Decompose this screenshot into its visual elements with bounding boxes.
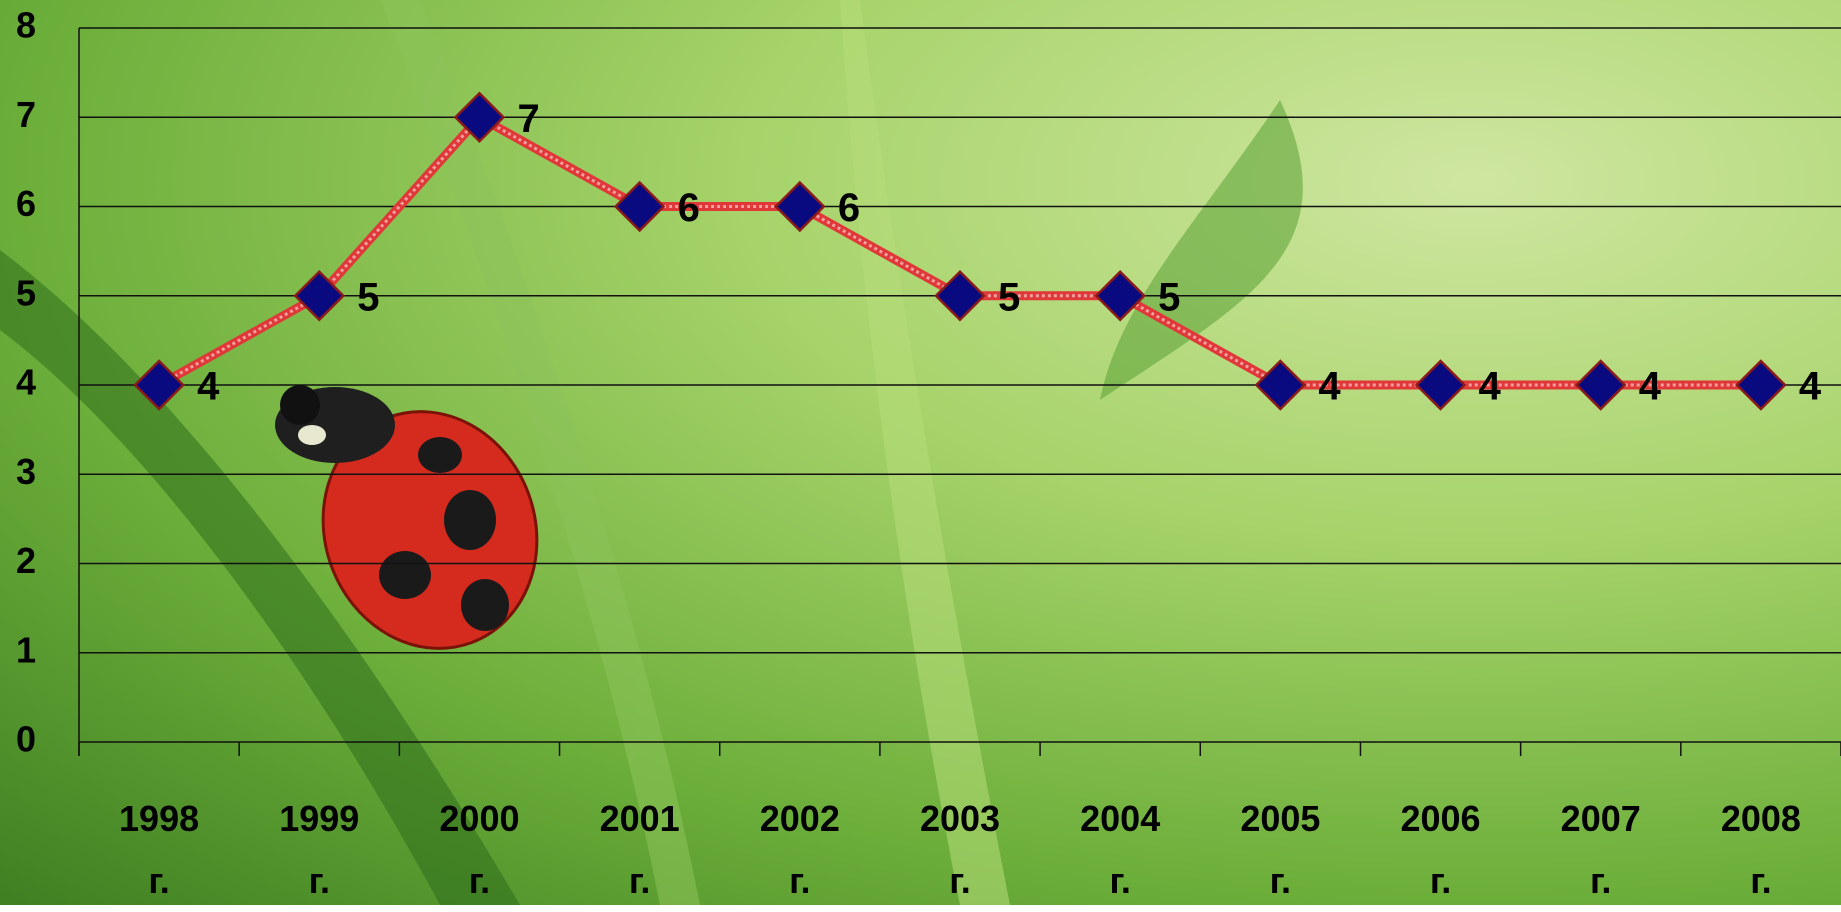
x-tick-label: 2008 г. [1720,798,1801,901]
data-label: 5 [357,275,379,319]
data-label: 7 [517,97,539,141]
y-tick-label: 1 [16,629,36,670]
x-tick-label: 2002 г. [759,798,840,901]
x-tick-label: 2006 г. [1400,798,1481,901]
y-tick-label: 5 [16,272,36,313]
marker [1735,359,1787,411]
x-tick-label: 2007 г. [1560,798,1641,901]
marker [133,359,185,411]
line-highlight [158,115,1761,387]
data-label: 4 [1799,365,1822,409]
data-label: 6 [838,186,860,230]
y-tick-label: 4 [16,362,36,403]
marker [1094,269,1146,322]
y-tick-label: 0 [16,719,36,760]
data-label: 5 [998,275,1020,319]
y-tick-label: 8 [16,5,36,46]
data-label: 5 [1158,275,1180,319]
data-label: 6 [678,186,700,230]
x-tick-label: 1998 г. [119,798,200,901]
ladybug [275,385,539,650]
x-tick-label: 2005 г. [1240,798,1321,901]
data-label: 4 [1318,365,1341,409]
marker [1254,359,1307,411]
x-tick-label: 1999 г. [279,798,360,901]
x-tick-label: 2001 г. [599,798,680,901]
marker [1574,359,1627,411]
x-tick-label: 2003 г. [919,798,1001,901]
y-tick-label: 3 [16,451,36,492]
marker [293,269,346,322]
marker [934,269,986,322]
data-label: 4 [1479,365,1502,409]
marker [613,180,666,233]
x-tick-label: 2004 г. [1080,798,1161,901]
x-tick-label: 2000 г. [439,798,520,901]
marker [1414,359,1467,411]
decoration [0,0,1303,905]
line [156,112,1761,390]
data-label: 4 [1639,365,1662,409]
y-tick-label: 7 [16,94,36,135]
marker [774,180,826,233]
y-tick-label: 2 [16,540,36,581]
y-tick-label: 6 [16,183,36,224]
data-label: 4 [197,365,220,409]
marker [453,91,506,144]
